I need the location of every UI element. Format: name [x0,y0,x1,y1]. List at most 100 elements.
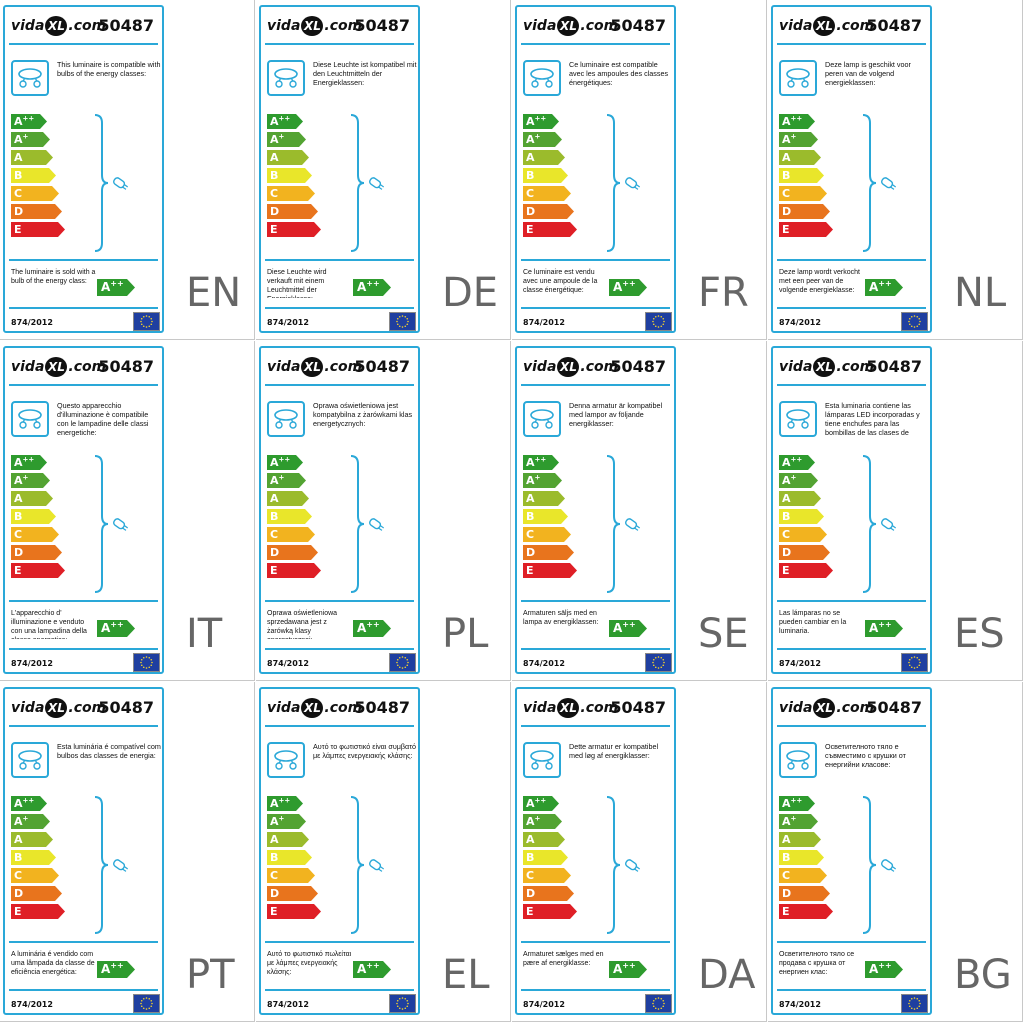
header-divider [9,384,158,386]
bracket-icon [350,796,365,934]
energy-class-letter: A [270,133,279,146]
energy-class-bar: A [11,150,53,165]
label-header: vida XL .com 50487 [523,15,670,39]
brand-logo-post: .com [836,359,875,375]
bracket-icon [606,455,621,593]
brand-logo-pre: vida [779,700,813,716]
eu-flag-icon [133,994,160,1013]
brand-logo-pre: vida [11,18,45,34]
energy-class-bar: A++ [11,114,47,129]
energy-class-letter: E [526,223,534,236]
brand-logo: vida XL .com [523,16,618,38]
energy-class-letter: B [270,851,279,864]
label-cell: vida XL .com 50487 Ce luminaire est compatib… [512,0,767,340]
energy-label: vida XL .com 50487 Deze lamp is geschikt voo… [771,5,932,333]
energy-label: vida XL .com 50487 Oprawa oświetleniowa jest… [259,346,420,674]
scale-divider [265,600,414,602]
footer-divider [265,648,414,650]
energy-class-bar: A+ [523,473,562,488]
energy-class-letter: A [14,492,23,505]
regulation-number: 874/2012 [11,318,53,327]
energy-class-letter: C [526,528,535,541]
bulb-icon [625,518,641,531]
energy-class-sup: + [790,473,797,482]
energy-class-letter: B [526,169,535,182]
energy-class-bar: E [523,222,577,237]
energy-class-sup: + [790,132,797,141]
language-code: NL [954,270,1007,316]
bracket-icon [862,796,877,934]
energy-class-letter: A [782,151,791,164]
energy-class-bar: A [779,832,821,847]
luminaire-icon [779,60,817,96]
scale-divider [265,941,414,943]
compatibility-text: Dette armatur er kompatibel med løg af e… [569,742,659,760]
brand-logo-mark: XL [813,357,836,377]
energy-class-sup: ++ [22,455,35,464]
energy-class-letter: A [270,151,279,164]
energy-class-bar: A [523,491,565,506]
sold-class-letter: A [101,962,111,976]
label-header: vida XL .com 50487 [267,356,414,380]
energy-class-bar: D [267,204,318,219]
scale-divider [9,941,158,943]
header-divider [265,43,414,45]
footer-divider [9,989,158,991]
energy-class-letter: A [270,115,279,128]
energy-class-letter: A [14,797,23,810]
energy-class-letter: E [526,905,534,918]
energy-class-bar: B [779,509,824,524]
sold-with-text: A luminária é vendido com uma lâmpada da… [11,951,95,976]
model-number: 50487 [98,357,154,376]
brand-logo-mark: XL [557,16,580,36]
brand-logo-mark: XL [45,16,68,36]
sold-class-letter: A [613,962,623,976]
energy-class-letter: A [270,492,279,505]
energy-class-bar: E [11,904,65,919]
energy-class-bar: A [779,491,821,506]
header-divider [265,725,414,727]
energy-class-bar: E [11,222,65,237]
model-number: 50487 [866,16,922,35]
energy-label: vida XL .com 50487 This luminaire is compati… [3,5,164,333]
energy-class-scale: A++ A+ A B C D E [779,114,833,240]
energy-class-sup: + [22,473,29,482]
energy-class-sup: + [790,814,797,823]
sold-with-text: Ce luminaire est vendu avec une ampoule … [523,269,598,294]
energy-class-bar: B [779,850,824,865]
energy-class-bar: A++ [267,114,303,129]
energy-class-bar: A++ [11,796,47,811]
footer-divider [9,307,158,309]
energy-class-bar: C [267,868,315,883]
energy-class-bar: C [523,527,571,542]
energy-class-letter: A [782,492,791,505]
energy-class-letter: A [526,492,535,505]
regulation-number: 874/2012 [779,1000,821,1009]
label-cell: vida XL .com 50487 Denna armatur är kompatib… [512,341,767,681]
energy-class-letter: B [526,851,535,864]
label-header: vida XL .com 50487 [11,697,158,721]
energy-class-letter: A [14,474,23,487]
label-cell: vida XL .com 50487 Questo apparecchio d'illu… [0,341,255,681]
energy-class-bar: C [267,527,315,542]
energy-class-letter: B [14,169,23,182]
energy-class-letter: E [782,564,790,577]
sold-with-text: The luminaire is sold with a bulb of the… [11,269,96,285]
energy-class-bar: B [267,168,312,183]
energy-class-letter: E [14,905,22,918]
energy-class-bar: A++ [779,114,815,129]
energy-class-letter: A [14,115,23,128]
eu-flag-icon [645,994,672,1013]
energy-class-bar: A+ [11,132,50,147]
energy-class-letter: A [526,815,535,828]
energy-class-letter: D [782,205,792,218]
energy-label: vida XL .com 50487 Esta luminaria contiene l… [771,346,932,674]
energy-class-bar: D [11,204,62,219]
regulation-number: 874/2012 [523,1000,565,1009]
brand-logo: vida XL .com [523,698,618,720]
energy-class-letter: A [270,474,279,487]
brand-logo-pre: vida [779,18,813,34]
energy-class-bar: A [779,150,821,165]
footer-divider [265,989,414,991]
brand-logo-pre: vida [523,18,557,34]
